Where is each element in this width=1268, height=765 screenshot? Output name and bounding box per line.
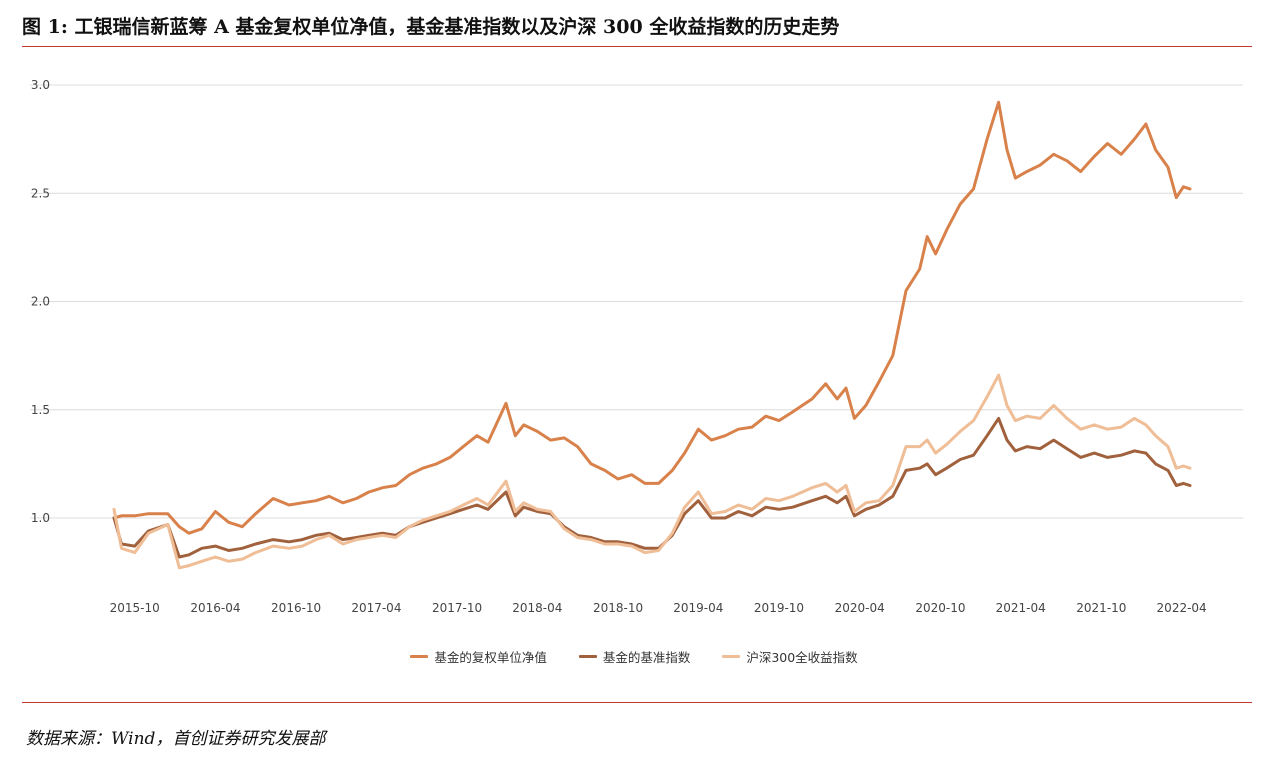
source-divider bbox=[22, 702, 1252, 703]
y-tick-label: 1.5 bbox=[31, 403, 50, 417]
x-tick-label: 2018-10 bbox=[593, 601, 643, 615]
legend-swatch bbox=[722, 655, 741, 658]
x-tick-label: 2017-10 bbox=[432, 601, 482, 615]
legend-swatch bbox=[578, 655, 597, 658]
x-tick-label: 2019-04 bbox=[673, 601, 723, 615]
series-line-2 bbox=[112, 373, 1192, 570]
x-tick-label: 2017-04 bbox=[351, 601, 401, 615]
title-divider bbox=[22, 46, 1252, 47]
y-tick-label: 3.0 bbox=[31, 78, 50, 92]
chart-legend: 基金的复权单位净值 基金的基准指数 沪深300全收益指数 bbox=[0, 646, 1268, 666]
x-tick-label: 2015-10 bbox=[110, 601, 160, 615]
legend-item-csi300: 沪深300全收益指数 bbox=[722, 647, 858, 666]
y-tick-label: 1.0 bbox=[31, 511, 50, 525]
legend-item-nav: 基金的复权单位净值 bbox=[410, 647, 547, 666]
series-line-1 bbox=[112, 416, 1192, 559]
source-note: 数据来源：Wind，首创证券研究发展部 bbox=[26, 729, 326, 749]
legend-label: 基金的复权单位净值 bbox=[434, 650, 547, 665]
figure-title: 图 1: 工银瑞信新蓝筹 A 基金复权单位净值，基金基准指数以及沪深 300 全… bbox=[22, 16, 840, 38]
y-tick-label: 2.5 bbox=[31, 186, 50, 200]
x-tick-label: 2016-04 bbox=[190, 601, 240, 615]
legend-swatch bbox=[410, 655, 429, 658]
x-tick-label: 2020-04 bbox=[835, 601, 885, 615]
x-tick-label: 2020-10 bbox=[915, 601, 965, 615]
legend-label: 基金的基准指数 bbox=[602, 650, 691, 665]
x-tick-label: 2016-10 bbox=[271, 601, 321, 615]
series-line-0 bbox=[112, 100, 1192, 535]
x-tick-label: 2018-04 bbox=[512, 601, 562, 615]
legend-label: 沪深300全收益指数 bbox=[746, 650, 858, 665]
x-tick-label: 2019-10 bbox=[754, 601, 804, 615]
legend-item-benchmark: 基金的基准指数 bbox=[578, 647, 691, 666]
y-tick-label: 2.0 bbox=[31, 295, 50, 309]
x-tick-label: 2021-04 bbox=[996, 601, 1046, 615]
line-chart: 1.0 1.5 2.0 2.5 3.0 2015-10 2016-04 2016-10 2017… bbox=[30, 78, 1243, 615]
x-tick-label: 2022-04 bbox=[1157, 601, 1207, 615]
x-tick-label: 2021-10 bbox=[1076, 601, 1126, 615]
